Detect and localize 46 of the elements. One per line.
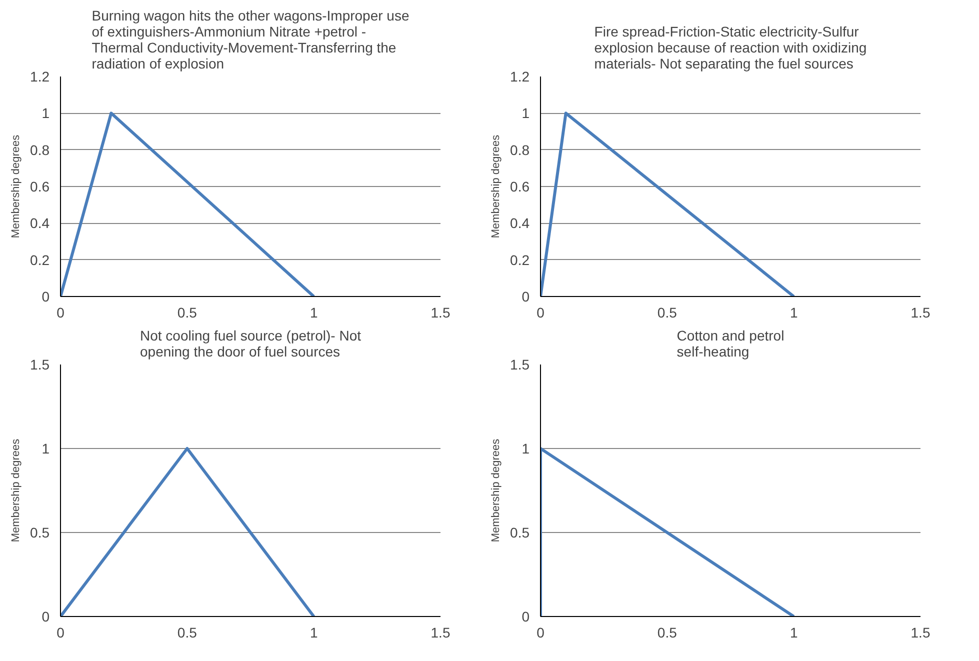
y-tick-label: 0.8: [510, 142, 530, 158]
y-tick-label: 1.5: [30, 356, 50, 372]
x-tick-label: 0: [56, 304, 65, 320]
y-axis-title: Membership degrees: [10, 438, 22, 542]
chart-title: Not cooling fuel source (petrol)- Not opening the door of fuel sources: [140, 328, 362, 360]
x-tick-label: 0.5: [657, 304, 678, 320]
x-tick-label: 1: [790, 304, 798, 320]
y-tick-label: 1: [42, 440, 50, 456]
y-tick-label: 0.2: [510, 252, 530, 268]
x-tick-label: 1: [310, 304, 318, 320]
x-tick-label: 1.5: [910, 624, 930, 640]
y-tick-label: 0.8: [30, 142, 50, 158]
x-tick-label: 1: [310, 624, 318, 640]
x-tick-label: 0.5: [177, 624, 198, 640]
x-tick-label: 1.5: [430, 304, 450, 320]
y-tick-label: 0.4: [510, 215, 530, 232]
y-tick-label: 0: [522, 608, 530, 624]
y-tick-label: 1.5: [510, 356, 530, 372]
chart-title: Burning wagon hits the other wagons-Improper use of extinguishers-Ammonium Nitrate +petrol - Thermal Conductivity-Movement-Transferring the radiation of explosion: [92, 8, 410, 72]
chart-title: Fire spread-Friction-Static electricity-Sulfur explosion because of reaction with oxidizing materials- Not separating the fuel sources: [594, 24, 867, 72]
y-tick-label: 0.6: [30, 178, 50, 194]
x-tick-label: 0.5: [177, 304, 198, 320]
y-tick-label: 0.5: [510, 524, 530, 540]
y-tick-label: 0.4: [30, 215, 50, 232]
y-axis-title: Membership degrees: [10, 134, 22, 238]
x-tick-label: 1.5: [910, 304, 930, 320]
y-tick-label: 0: [42, 288, 50, 304]
x-tick-label: 0: [536, 624, 545, 640]
x-tick-label: 1: [790, 624, 798, 640]
y-tick-label: 1: [522, 440, 530, 456]
y-axis-title: Membership degrees: [490, 438, 502, 542]
y-axis-title: Membership degrees: [490, 134, 502, 238]
y-tick-label: 0: [522, 288, 530, 304]
y-tick-label: 0.2: [30, 252, 50, 268]
y-tick-label: 1: [522, 105, 530, 122]
y-tick-label: 1.2: [510, 68, 530, 84]
x-tick-label: 0.5: [657, 624, 678, 640]
y-tick-label: 0: [42, 608, 50, 624]
x-tick-label: 1.5: [430, 624, 450, 640]
y-tick-label: 1.2: [30, 68, 50, 84]
y-tick-label: 0.5: [30, 524, 50, 540]
chart-title: Cotton and petrol self-heating: [676, 328, 784, 360]
y-tick-label: 1: [42, 105, 50, 122]
y-tick-label: 0.6: [510, 178, 530, 194]
x-tick-label: 0: [56, 624, 65, 640]
x-tick-label: 0: [536, 304, 545, 320]
